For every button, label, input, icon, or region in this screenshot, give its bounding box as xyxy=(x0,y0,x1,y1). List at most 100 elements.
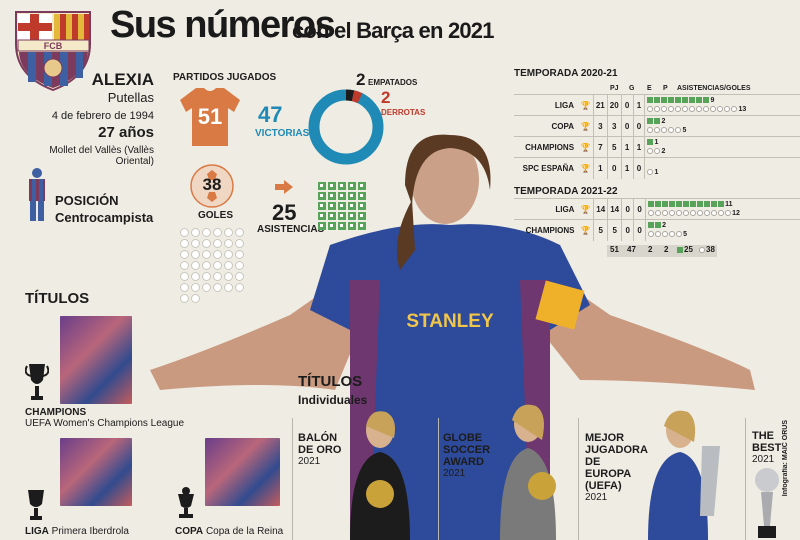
goal-dot xyxy=(668,127,675,134)
stats-table-2021-22: LIGA 🏆 14 14 0 0 11 12 CHAMPIONS 🏆 5 5 0 0 2 5 xyxy=(514,198,800,241)
goal-dot xyxy=(654,106,661,113)
cell-g: 14 xyxy=(607,198,622,220)
assists-count: 2 xyxy=(661,118,666,125)
assist-square xyxy=(647,139,654,146)
goal-dot xyxy=(224,250,233,259)
stats-row: LIGA 🏆 21 20 0 1 9 13 xyxy=(514,94,800,116)
goal-dot xyxy=(689,106,696,113)
goal-dot xyxy=(180,239,189,248)
goal-dot xyxy=(731,106,738,113)
cell-e: 0 xyxy=(620,115,634,137)
goal-dot xyxy=(690,210,697,217)
losses-label: DERROTAS xyxy=(381,108,426,117)
goal-dot xyxy=(191,261,200,270)
goal-dot xyxy=(213,272,222,281)
assists-count: 9 xyxy=(710,97,715,104)
assist-square xyxy=(669,201,676,208)
titles-heading: TÍTULOS xyxy=(25,290,90,307)
played-value: 51 xyxy=(197,104,223,129)
assist-square xyxy=(696,97,703,104)
assist-square xyxy=(328,212,336,220)
stats-row: CHAMPIONS 🏆 5 5 0 0 2 5 xyxy=(514,219,800,241)
goal-dot xyxy=(213,250,222,259)
goal-dot xyxy=(704,210,711,217)
birthplace: Mollet del Vallès (Vallès Oriental) xyxy=(49,145,154,167)
stats-row: LIGA 🏆 14 14 0 0 11 12 xyxy=(514,198,800,220)
trophy-icon: 🏆 xyxy=(578,198,594,220)
assist-square xyxy=(318,212,326,220)
wins-value: 47 xyxy=(258,102,283,127)
cell-pj: 21 xyxy=(592,94,608,116)
assist-square xyxy=(690,201,697,208)
trophy-icon: 🏆 xyxy=(578,157,594,179)
trophy-icon: 🏆 xyxy=(578,94,594,116)
competition-name: LIGA xyxy=(514,94,579,116)
trophy-icon: 🏆 xyxy=(578,219,594,241)
assist-square xyxy=(683,201,690,208)
total-e: 2 xyxy=(648,245,653,254)
assist-square xyxy=(358,192,366,200)
stats-row: COPA 🏆 3 3 0 0 2 5 xyxy=(514,115,800,137)
competition-name: COPA xyxy=(514,115,579,137)
goal-dot xyxy=(191,294,200,303)
goal-dot xyxy=(703,106,710,113)
player-figure-icon xyxy=(29,168,45,221)
stats-row: SPC ESPAÑA 🏆 1 0 1 0 1 xyxy=(514,157,800,179)
cell-p: 1 xyxy=(632,94,645,116)
goal-dot xyxy=(654,148,661,155)
assist-square xyxy=(328,182,336,190)
assist-square xyxy=(718,201,725,208)
goals-dot-grid xyxy=(180,228,246,303)
fcb-crest-icon: FCB xyxy=(15,11,91,92)
goal-dot xyxy=(202,283,211,292)
goal-dot xyxy=(676,231,683,238)
goal-dot xyxy=(647,169,654,176)
goal-dot xyxy=(180,228,189,237)
assist-square xyxy=(676,201,683,208)
assists-row: 9 xyxy=(647,96,798,105)
goal-dot xyxy=(661,127,668,134)
cell-e: 1 xyxy=(620,136,634,158)
assists-row: 1 xyxy=(647,138,798,147)
the-best-trophy-icon xyxy=(755,468,779,538)
goal-dot xyxy=(213,239,222,248)
cell-g: 0 xyxy=(606,157,622,179)
goal-dot xyxy=(191,283,200,292)
assist-square xyxy=(654,97,661,104)
goal-dot xyxy=(675,127,682,134)
header-pj: PJ xyxy=(610,85,619,92)
cell-pj: 7 xyxy=(592,136,608,158)
cell-g: 3 xyxy=(606,115,622,137)
assists-goals-bars: 11 12 xyxy=(645,198,800,220)
assist-square xyxy=(348,182,356,190)
assists-count: 1 xyxy=(654,139,659,146)
goal-dot xyxy=(213,228,222,237)
position-label: POSICIÓN xyxy=(55,193,119,208)
draws-value: 2 xyxy=(356,70,366,89)
goal-dot xyxy=(697,210,704,217)
assist-square xyxy=(348,192,356,200)
cell-p: 1 xyxy=(632,136,645,158)
champions-celebration-photo xyxy=(60,316,132,404)
assists-value: 25 xyxy=(272,200,297,225)
goals-row: 2 xyxy=(647,147,798,156)
assist-square xyxy=(328,202,336,210)
cell-e: 0 xyxy=(621,219,634,241)
season-2021-22-heading: TEMPORADA 2021-22 xyxy=(514,186,618,197)
goal-dot xyxy=(718,210,725,217)
goal-dot xyxy=(683,210,690,217)
goals-count: 2 xyxy=(661,148,666,155)
assist-square xyxy=(682,97,689,104)
stats-row: CHAMPIONS 🏆 7 5 1 1 1 2 xyxy=(514,136,800,158)
header-g: G xyxy=(629,85,635,92)
goal-dot xyxy=(180,294,189,303)
assist-square xyxy=(358,202,366,210)
goal-dot xyxy=(202,250,211,259)
goal-dot xyxy=(661,106,668,113)
goal-dot xyxy=(647,127,654,134)
assist-square xyxy=(348,222,356,230)
goal-dot xyxy=(655,210,662,217)
jersey-sponsor: STANLEY xyxy=(406,311,494,332)
wins-label: VICTORIAS xyxy=(255,128,310,139)
